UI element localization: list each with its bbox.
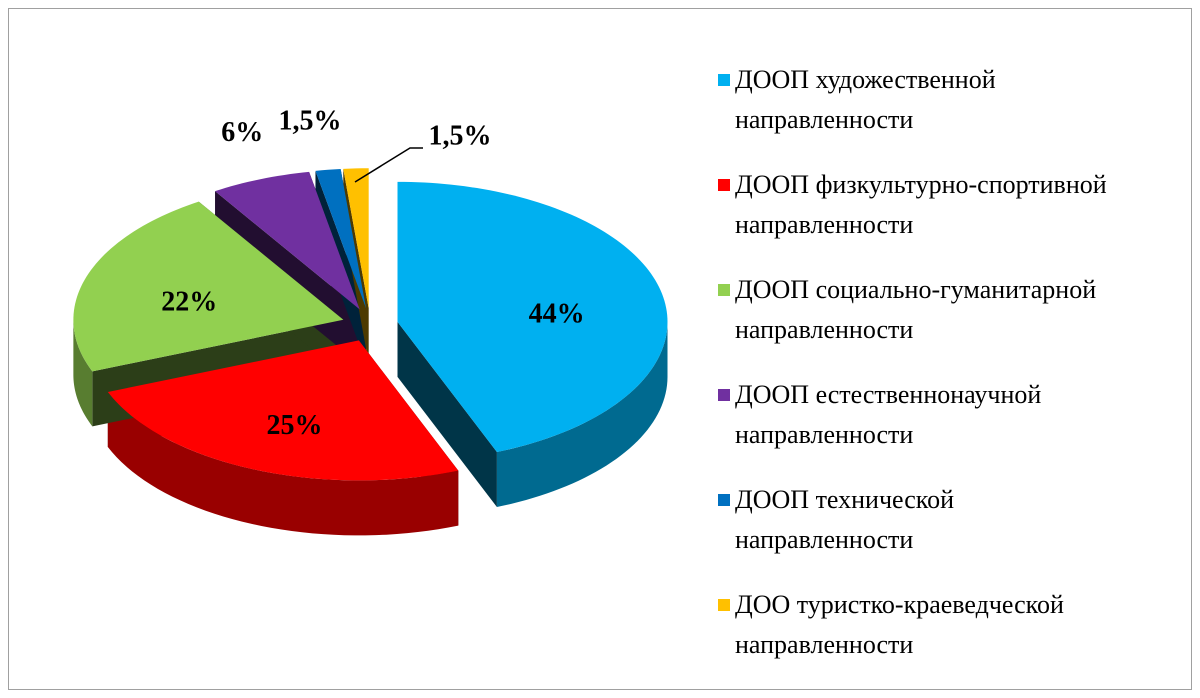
slice-side	[73, 319, 93, 427]
chart-frame	[8, 8, 1192, 690]
slice-side	[496, 321, 668, 508]
slice	[343, 168, 369, 309]
slice	[315, 168, 367, 309]
data-label: 25%	[267, 410, 323, 441]
legend-swatch	[718, 389, 730, 401]
legend-swatch	[718, 179, 730, 191]
slice	[397, 181, 668, 453]
leader-line	[354, 147, 423, 183]
legend-label: ДООП технической направленности	[735, 485, 954, 554]
data-label: 44%	[529, 299, 585, 330]
data-label: 22%	[161, 286, 217, 317]
legend-swatch	[718, 494, 730, 506]
legend-label: ДООП физкультурно-спортивной направленно…	[735, 170, 1107, 239]
legend-swatch	[718, 284, 730, 296]
data-label: 1,5%	[429, 120, 492, 151]
slice	[215, 171, 360, 310]
chart: 44% 25% 22% 6% 1,5% 1,5%	[73, 105, 668, 536]
legend-swatch	[718, 599, 730, 611]
data-label: 6%	[221, 117, 263, 148]
data-label: 1,5%	[279, 105, 342, 136]
data-labels: 44% 25% 22% 6% 1,5% 1,5%	[161, 105, 584, 441]
slice-face	[397, 321, 497, 508]
slice	[107, 340, 459, 481]
slice-side	[107, 391, 459, 536]
pie-tops	[73, 168, 668, 481]
legend-swatch	[718, 74, 730, 86]
slice	[73, 201, 344, 372]
legend-label: ДОО туристко-краеведческой направленност…	[735, 590, 1064, 659]
legend-label: ДООП социально-гуманитарной направленнос…	[735, 275, 1097, 344]
legend-label: ДООП естественнонаучной направленности	[735, 380, 1042, 449]
legend-label: ДООП художественной направленности	[735, 65, 996, 134]
